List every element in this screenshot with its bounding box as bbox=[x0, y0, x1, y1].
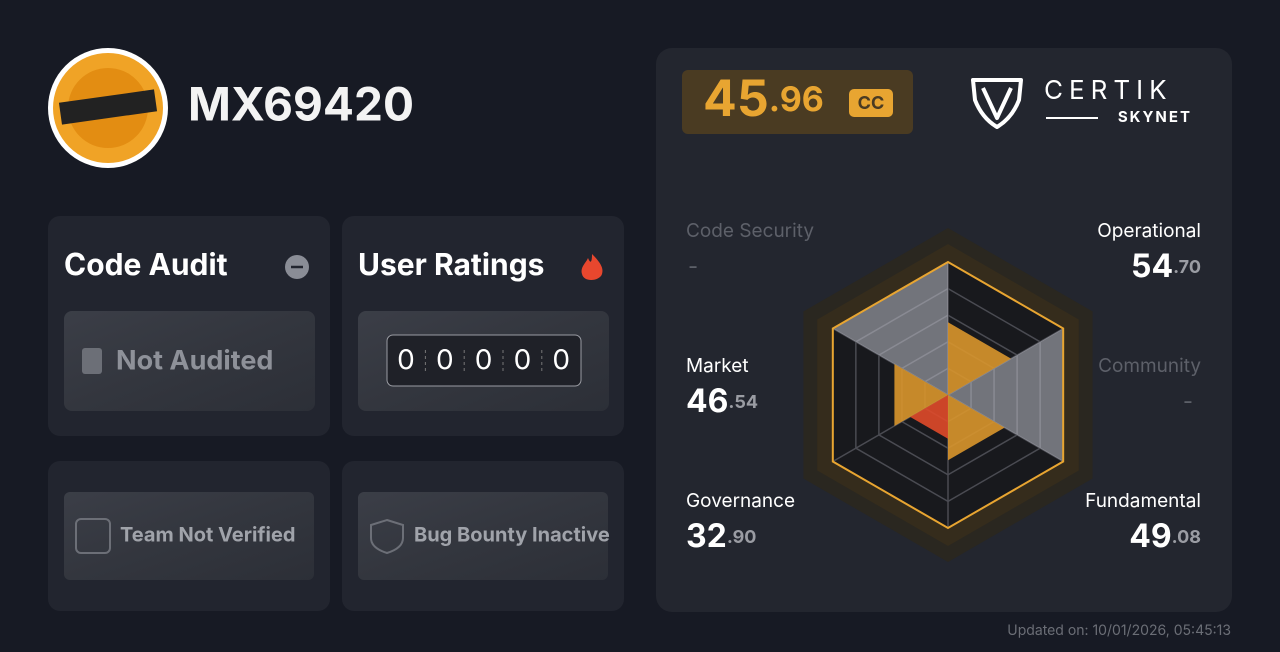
axis-value-dec: .70 bbox=[1173, 257, 1201, 278]
axis-value-dec: .08 bbox=[1172, 527, 1201, 548]
score-box bbox=[682, 70, 913, 134]
axis-value-int: 46 bbox=[686, 381, 728, 420]
axis-value: 46.54 bbox=[686, 381, 758, 420]
axis-value-dec: .90 bbox=[727, 527, 757, 548]
radar-wedge bbox=[948, 395, 1005, 461]
axis-name: Community bbox=[1098, 354, 1201, 377]
score-int: 45 bbox=[703, 69, 769, 129]
doc-icon bbox=[82, 348, 102, 374]
rating-digit: 0 bbox=[514, 343, 532, 377]
card-title: User Ratings bbox=[358, 247, 544, 283]
rating-digit: 0 bbox=[436, 343, 454, 377]
axis-name: Fundamental bbox=[1085, 489, 1201, 512]
brand-logo bbox=[971, 78, 1023, 129]
radar-labels: Code Security - Operational 54.70 Community -… bbox=[686, 219, 1201, 555]
radar-wedge bbox=[948, 322, 1012, 395]
axis-value: - bbox=[688, 254, 698, 280]
axis-value-dec: .54 bbox=[728, 392, 758, 413]
grade: CC bbox=[858, 93, 885, 114]
score: 45.96 bbox=[703, 69, 824, 129]
radar-wedge bbox=[894, 364, 948, 426]
id-icon bbox=[75, 518, 111, 554]
radar-outline bbox=[831, 260, 1065, 530]
axis-name: Governance bbox=[686, 489, 795, 512]
axis-name: Operational bbox=[1097, 219, 1201, 242]
grade-badge bbox=[849, 89, 893, 117]
audit-status: Not Audited bbox=[116, 343, 273, 376]
axis-value-int: 32 bbox=[686, 516, 727, 555]
badge-box bbox=[64, 492, 314, 580]
axis-value: - bbox=[1183, 389, 1193, 415]
flame-icon bbox=[581, 254, 603, 281]
radar-empty-sector bbox=[948, 328, 1064, 462]
card-title: Code Audit bbox=[64, 247, 228, 283]
axis-value-int: 49 bbox=[1129, 516, 1171, 555]
axis-value-int: 54 bbox=[1131, 246, 1173, 285]
axis-value: 49.08 bbox=[1129, 516, 1201, 555]
rating-digit: 0 bbox=[552, 343, 570, 377]
logo-band bbox=[58, 89, 158, 125]
badge-box bbox=[358, 492, 608, 580]
badge-label: Team Not Verified bbox=[120, 522, 295, 546]
rating-digit: 0 bbox=[397, 343, 415, 377]
axis-name: Market bbox=[686, 354, 749, 377]
axis-name: Code Security bbox=[686, 219, 814, 242]
axis-value: 32.90 bbox=[686, 516, 756, 555]
badge-label: Bug Bounty Inactive bbox=[414, 522, 610, 546]
brand-product: SKYNET bbox=[1118, 107, 1192, 126]
rating-digit: 0 bbox=[475, 343, 493, 377]
radar-empty-sector bbox=[832, 262, 948, 395]
counter bbox=[386, 334, 582, 387]
radar-spoke bbox=[832, 394, 949, 463]
radar bbox=[803, 228, 1093, 562]
brand-name: CERTIK bbox=[1044, 75, 1173, 106]
project-name: MX69420 bbox=[188, 77, 414, 133]
shield-icon bbox=[370, 518, 404, 555]
radar-wedge bbox=[910, 395, 948, 439]
score-dec: .96 bbox=[769, 79, 824, 120]
status-box bbox=[64, 311, 315, 411]
updated: Updated on: 10/01/2026, 05:45:13 bbox=[1007, 622, 1231, 639]
axis-value: 54.70 bbox=[1131, 246, 1201, 285]
